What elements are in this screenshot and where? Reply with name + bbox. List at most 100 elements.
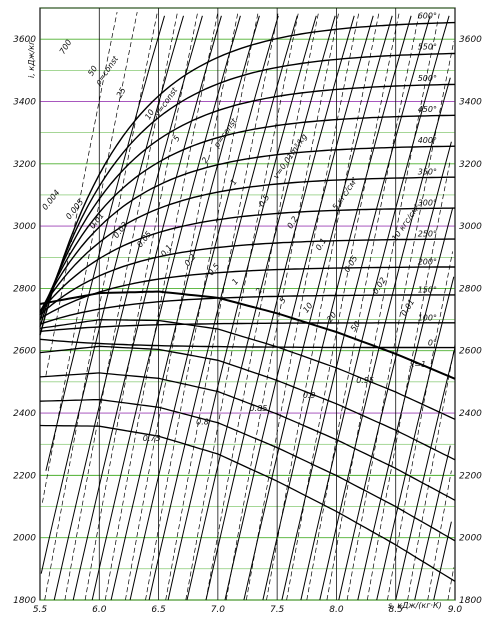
temperature-label: 400° [418, 136, 437, 145]
isotherm-line [39, 322, 455, 333]
isotherm-line [39, 266, 455, 320]
temperature-label: 300° [418, 198, 437, 207]
isobar-line [319, 77, 451, 601]
isochore-line [125, 12, 239, 601]
isobar-line [91, 15, 241, 601]
dryness-label: x=1 [409, 360, 427, 369]
isobar-line [186, 15, 336, 601]
y-tick-label-left: 3200 [13, 160, 36, 170]
isochore-line [84, 12, 199, 601]
isochore-line [44, 12, 158, 601]
isobar-line [45, 15, 165, 471]
y-tick-label-left: 3600 [13, 35, 36, 45]
isobar-line [338, 141, 452, 601]
saturation-line [39, 290, 456, 380]
pressure-label: 5 [172, 134, 182, 143]
dryness-line [39, 345, 456, 461]
x-tick-label: 9.0 [448, 605, 463, 615]
dryness-lines [39, 319, 456, 582]
isobar-lines [40, 15, 456, 601]
y-tick-label-left: 3400 [13, 97, 36, 107]
temperature-label: 100° [418, 314, 437, 323]
x-tick-label: 6.0 [92, 605, 107, 615]
dryness-line [39, 424, 456, 582]
dryness-label: 0.8 [196, 418, 209, 427]
isobar-line [224, 15, 374, 601]
temperature-label: 250° [418, 230, 437, 239]
isochore-line [366, 160, 451, 601]
y-axis-label: i, кДж/кг [27, 40, 36, 78]
isochore-line [245, 12, 360, 601]
specific-volume-label: 5 [278, 296, 288, 306]
temperature-label: 350° [418, 167, 437, 176]
y-tick-label-right: 2600 [459, 347, 482, 357]
isochore-line [266, 12, 380, 601]
isobar-line [72, 15, 222, 601]
y-tick-label-right: 3600 [459, 35, 482, 45]
isobar-line [110, 15, 260, 601]
isotherm-line [39, 294, 455, 325]
y-tick-label-right: 3200 [459, 160, 482, 170]
isochore-line [306, 12, 420, 601]
temperature-label: 150° [418, 286, 437, 295]
y-tick-label-left: 2400 [13, 409, 36, 419]
dryness-label: 0.9 [303, 391, 316, 400]
isobar-line [243, 15, 393, 601]
isotherm-line [39, 176, 455, 312]
x-axis-label: s, кДж/(кг·К) [388, 601, 442, 610]
isotherm-line [39, 83, 456, 321]
pressure-label: 2 [200, 156, 210, 165]
y-tick-label-left: 2800 [13, 284, 36, 294]
isobar-line [40, 15, 184, 574]
isobar-line [281, 15, 431, 601]
dryness-line [39, 319, 456, 420]
y-tick-label-left: 1800 [13, 596, 36, 606]
isochore-line [346, 41, 455, 601]
isobar-line [129, 15, 279, 601]
isotherm-line [39, 114, 456, 316]
dryness-label: 0.75 [143, 434, 161, 443]
x-tick-label: 5.5 [33, 605, 48, 615]
isobar-line [395, 347, 456, 601]
isobar-line [433, 521, 452, 601]
y-tick-label-left: 2000 [13, 534, 36, 544]
x-tick-label: 7.0 [211, 605, 226, 615]
y-tick-label-right: 3000 [459, 222, 482, 232]
pressure-label: 1 [229, 178, 239, 187]
specific-volume-label: 2 [254, 286, 264, 296]
isobar-line [167, 15, 317, 601]
isochore-line [45, 12, 118, 376]
isochore-line [225, 12, 340, 601]
y-tick-label-right: 2000 [459, 534, 482, 544]
isochore-line [205, 12, 319, 601]
isotherm-lines [39, 21, 456, 349]
isobar-line [414, 445, 451, 601]
isobar-line [53, 15, 203, 601]
isochore-line [326, 12, 440, 601]
isobar-line [205, 15, 355, 601]
saturation-curve [39, 290, 456, 380]
x-tick-label: 6.5 [151, 605, 166, 615]
y-tick-label-right: 2800 [459, 284, 482, 294]
isochore-line [104, 12, 219, 601]
isotherm-line [39, 145, 456, 313]
temperature-label: 550° [418, 43, 437, 52]
dryness-line [39, 398, 456, 542]
dryness-label: 0.85 [250, 404, 268, 413]
temperature-label: 200° [418, 258, 437, 267]
isobar-line [148, 15, 298, 601]
y-tick-label-right: 1800 [459, 596, 482, 606]
dryness-line [39, 372, 456, 501]
x-tick-label: 7.5 [270, 605, 285, 615]
isobar-line [376, 276, 455, 601]
y-tick-label-right: 2200 [459, 471, 482, 481]
isochore-line [387, 251, 453, 601]
axis-ticks: 1800 2000 2200 2400 2600 2800 3000 3200 3400 3600… [13, 35, 482, 615]
isobar-line [300, 15, 450, 601]
y-tick-label-left: 3000 [13, 222, 36, 232]
dryness-label: 0.95 [356, 376, 374, 385]
isochore-line [427, 470, 452, 601]
isochore-line [42, 12, 138, 503]
